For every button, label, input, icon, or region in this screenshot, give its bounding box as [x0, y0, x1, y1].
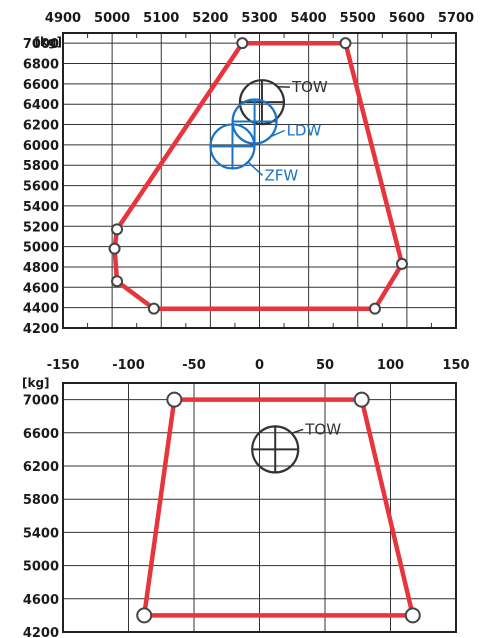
- tow-marker: TOW: [251, 420, 341, 474]
- envelope-line: [112, 40, 405, 311]
- x-tick-label: 5700: [438, 11, 474, 26]
- y-tick-label: 7000: [23, 394, 59, 409]
- x-tick-label: 50: [316, 358, 334, 373]
- envelope-vertex: [136, 607, 153, 624]
- y-tick-label: 6600: [23, 78, 59, 93]
- envelope-vertex: [339, 37, 352, 50]
- y-tick-label: 5400: [23, 200, 59, 215]
- x-tick-label: 5200: [192, 11, 228, 26]
- tow-label: TOW: [291, 78, 328, 96]
- envelope-vertex: [111, 223, 124, 236]
- x-tick-label: 0: [255, 358, 264, 373]
- y-tick-label: 6000: [23, 139, 59, 154]
- x-tick-label: 5500: [340, 11, 376, 26]
- envelope-vertex: [108, 242, 121, 255]
- x-tick-label: 5300: [241, 11, 277, 26]
- y-tick-label: 4200: [23, 626, 59, 638]
- y-tick-label: 4200: [23, 322, 59, 337]
- longitudinal-cg-chart: 4900 5000 5100 5200 5300 5400 5500 5600 5700 7000…: [23, 11, 474, 337]
- x-tick-label: -50: [182, 358, 206, 373]
- x-tick-label: 4900: [45, 11, 81, 26]
- x-tick-label: 5000: [94, 11, 130, 26]
- y-tick-label: 5800: [23, 493, 59, 508]
- y-tick-label: 6200: [23, 119, 59, 134]
- ldw-label: LDW: [287, 122, 322, 140]
- y-tick-label: 7000: [23, 37, 59, 52]
- envelope-vertex: [353, 391, 370, 408]
- y-tick-label: 5600: [23, 180, 59, 195]
- envelope-vertex: [236, 37, 249, 50]
- y-tick-label: 5000: [23, 241, 59, 256]
- x-tick-label: 150: [442, 358, 469, 373]
- unit-label: [kg]: [34, 35, 62, 49]
- x-tick-label: 5100: [143, 11, 179, 26]
- grid: [63, 383, 456, 632]
- plot-frame: [62, 32, 457, 329]
- y-tick-label: 4400: [23, 302, 59, 317]
- y-tick-label: 4600: [23, 593, 59, 608]
- envelope-line: [141, 397, 416, 618]
- y-tick-label: 5800: [23, 159, 59, 174]
- y-tick-label: 6400: [23, 98, 59, 113]
- lateral-cg-chart: -150 -100 -50 0 50 100 150 7000 6600 6200 5800 5400…: [22, 358, 470, 638]
- y-tick-label: 6200: [23, 460, 59, 475]
- y-tick-label: 5000: [23, 560, 59, 575]
- tow-label: TOW: [304, 420, 341, 438]
- y-tick-label: 4800: [23, 261, 59, 276]
- y-tick-label: 4600: [23, 281, 59, 296]
- envelope-vertex: [368, 302, 381, 315]
- y-tick-label: 5200: [23, 220, 59, 235]
- envelope-vertex: [166, 391, 183, 408]
- x-tick-label: 100: [377, 358, 404, 373]
- x-tick-label: 5400: [291, 11, 327, 26]
- envelope-vertex: [404, 607, 421, 624]
- zfw-label: ZFW: [264, 166, 298, 184]
- y-tick-label: 5400: [23, 526, 59, 541]
- tow-leader: [291, 428, 304, 435]
- envelope-vertex: [395, 257, 408, 270]
- y-tick-label: 6600: [23, 427, 59, 442]
- y-tick-label: 6800: [23, 58, 59, 73]
- unit-label: [kg]: [22, 376, 50, 390]
- x-tick-label: 5600: [389, 11, 425, 26]
- x-tick-label: -100: [112, 358, 145, 373]
- x-tick-label: -150: [47, 358, 80, 373]
- zfw-marker: ZFW: [209, 123, 298, 184]
- tow-marker: TOW: [238, 78, 328, 126]
- envelope-vertex: [111, 275, 124, 288]
- ldw-leader: [269, 129, 285, 138]
- envelope-vertex: [147, 302, 160, 315]
- zfw-leader: [247, 161, 263, 176]
- plot-frame: [62, 382, 457, 633]
